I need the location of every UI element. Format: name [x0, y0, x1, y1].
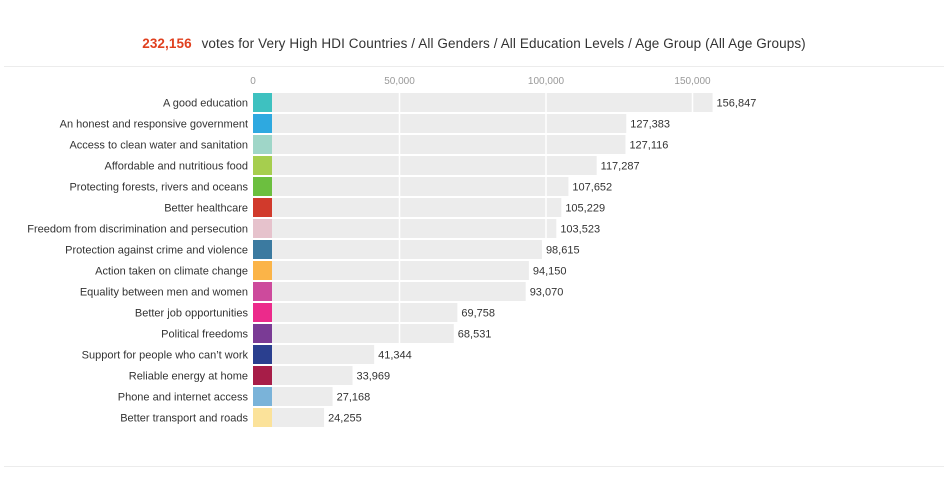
category-swatch: [253, 240, 272, 259]
bar-value-label: 117,287: [601, 161, 640, 173]
category-label: Protecting forests, rivers and oceans: [69, 182, 248, 194]
chart-header: 232,156 votes for Very High HDI Countrie…: [0, 36, 948, 51]
bar: [253, 198, 562, 217]
bar-value-label: 93,070: [530, 287, 564, 299]
bottom-divider: [4, 466, 944, 467]
bar: [253, 135, 626, 154]
bar: [253, 93, 713, 112]
category-swatch: [253, 408, 272, 427]
bar: [253, 114, 627, 133]
category-swatch: [253, 366, 272, 385]
x-tick-label: 0: [250, 76, 256, 87]
bar-value-label: 103,523: [560, 224, 600, 236]
bar-value-label: 98,615: [546, 245, 580, 257]
bar-value-label: 69,758: [461, 308, 495, 320]
category-label: Action taken on climate change: [95, 266, 248, 278]
bar-value-label: 68,531: [458, 329, 492, 341]
bar: [253, 219, 557, 238]
bar: [253, 282, 526, 301]
bar-value-label: 41,344: [378, 350, 412, 362]
category-swatch: [253, 345, 272, 364]
bar-value-label: 105,229: [565, 203, 605, 215]
bar-value-label: 107,652: [572, 182, 612, 194]
bar-value-label: 27,168: [337, 392, 371, 404]
x-tick-label: 100,000: [528, 76, 565, 87]
category-label: Reliable energy at home: [129, 371, 248, 383]
category-label: Support for people who can’t work: [82, 350, 249, 362]
category-label: Protection against crime and violence: [65, 245, 248, 257]
x-tick-label: 150,000: [674, 76, 711, 87]
header-description: votes for Very High HDI Countries / All …: [201, 36, 806, 51]
bar: [253, 345, 375, 364]
x-tick-label: 50,000: [384, 76, 415, 87]
bar: [253, 156, 597, 175]
bar: [253, 261, 529, 280]
category-swatch: [253, 93, 272, 112]
category-label: Better job opportunities: [135, 308, 249, 320]
category-swatch: [253, 156, 272, 175]
vote-count: 232,156: [142, 36, 192, 51]
category-swatch: [253, 219, 272, 238]
category-swatch: [253, 261, 272, 280]
bar: [253, 303, 458, 322]
bar: [253, 324, 454, 343]
category-label: Access to clean water and sanitation: [69, 140, 248, 152]
bar-value-label: 127,383: [630, 119, 670, 131]
bar: [253, 366, 353, 385]
category-swatch: [253, 135, 272, 154]
category-label: A good education: [163, 98, 248, 110]
bar-value-label: 24,255: [328, 413, 362, 425]
bar-value-label: 33,969: [357, 371, 391, 383]
category-label: Better healthcare: [164, 203, 248, 215]
category-label: Phone and internet access: [118, 392, 249, 404]
bar: [253, 240, 542, 259]
category-swatch: [253, 324, 272, 343]
top-divider: [4, 66, 944, 67]
category-label: Political freedoms: [161, 329, 248, 341]
category-swatch: [253, 282, 272, 301]
category-swatch: [253, 177, 272, 196]
category-swatch: [253, 387, 272, 406]
bar-value-label: 156,847: [717, 98, 757, 110]
bar-value-label: 94,150: [533, 266, 567, 278]
category-label: Better transport and roads: [120, 413, 248, 425]
bar-value-label: 127,116: [629, 140, 668, 152]
category-swatch: [253, 303, 272, 322]
category-label: Affordable and nutritious food: [104, 161, 248, 173]
category-swatch: [253, 114, 272, 133]
category-label: Freedom from discrimination and persecut…: [27, 224, 248, 236]
category-label: Equality between men and women: [80, 287, 248, 299]
category-swatch: [253, 198, 272, 217]
bar: [253, 387, 333, 406]
category-label: An honest and responsive government: [60, 119, 248, 131]
bar: [253, 177, 569, 196]
